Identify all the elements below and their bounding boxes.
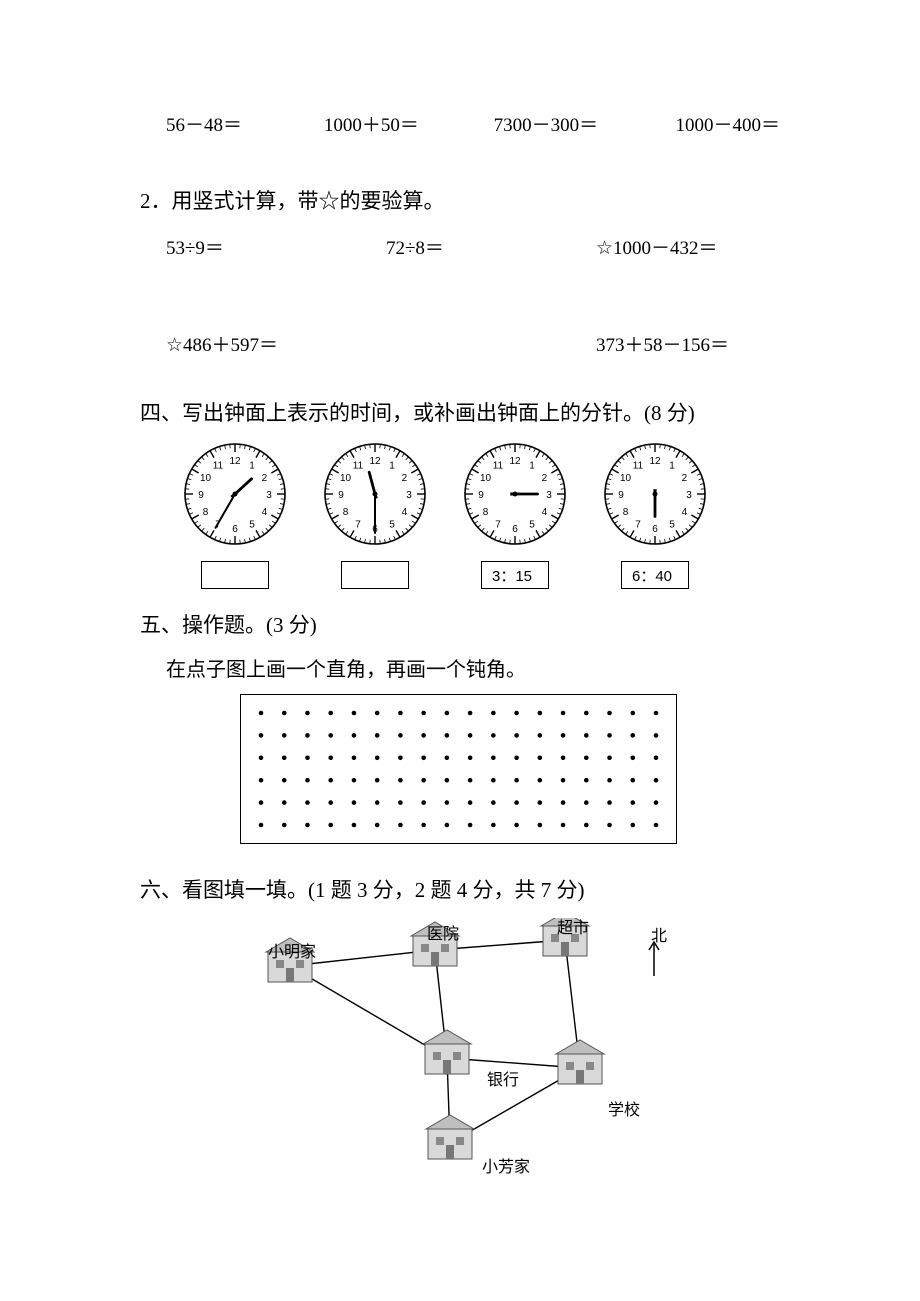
mental-math-row: 56－48＝ 1000＋50＝ 7300－300＝ 1000－400＝ bbox=[140, 110, 780, 137]
section-6-title: 六、看图填一填。(1 题 3 分，2 题 4 分，共 7 分) bbox=[140, 874, 780, 904]
svg-text:7: 7 bbox=[355, 519, 361, 530]
svg-text:3: 3 bbox=[406, 490, 412, 501]
dot-grid-svg bbox=[241, 695, 676, 843]
svg-text:11: 11 bbox=[213, 461, 224, 472]
svg-text:1: 1 bbox=[669, 461, 675, 472]
svg-text:9: 9 bbox=[618, 490, 624, 501]
svg-text:9: 9 bbox=[338, 490, 344, 501]
svg-text:4: 4 bbox=[262, 507, 268, 518]
section-4-title: 四、写出钟面上表示的时间，或补画出钟面上的分针。(8 分) bbox=[140, 397, 780, 427]
svg-text:2: 2 bbox=[402, 473, 408, 484]
svg-text:2: 2 bbox=[682, 473, 688, 484]
svg-text:12: 12 bbox=[369, 456, 381, 467]
clock-face-icon: 123456789101112 bbox=[462, 441, 568, 547]
svg-text:5: 5 bbox=[249, 519, 255, 530]
svg-text:11: 11 bbox=[493, 461, 504, 472]
svg-text:5: 5 bbox=[389, 519, 395, 530]
section-5-title: 五、操作题。(3 分) bbox=[140, 609, 780, 639]
svg-text:3: 3 bbox=[546, 490, 552, 501]
svg-text:10: 10 bbox=[480, 473, 492, 484]
clocks-row: 1234567891011121234567891011121234567891… bbox=[140, 441, 780, 589]
svg-text:5: 5 bbox=[529, 519, 535, 530]
q2-title: 2．用竖式计算，带☆的要验算。 bbox=[140, 185, 780, 215]
svg-text:8: 8 bbox=[623, 507, 629, 518]
svg-text:1: 1 bbox=[529, 461, 535, 472]
svg-text:1: 1 bbox=[389, 461, 395, 472]
eq: 53÷9＝ bbox=[166, 233, 386, 260]
clock-4: 1234567891011126：40 bbox=[602, 441, 708, 589]
clock-answer-box[interactable] bbox=[341, 561, 409, 589]
svg-text:4: 4 bbox=[542, 507, 548, 518]
svg-text:9: 9 bbox=[478, 490, 484, 501]
svg-text:8: 8 bbox=[343, 507, 349, 518]
clock-2: 123456789101112 bbox=[322, 441, 428, 589]
map-label-cs: 超市 bbox=[557, 914, 589, 938]
eq: 1000－400＝ bbox=[675, 110, 780, 137]
svg-text:6: 6 bbox=[652, 524, 658, 535]
page: 56－48＝ 1000＋50＝ 7300－300＝ 1000－400＝ 2．用竖… bbox=[0, 0, 920, 1301]
svg-text:5: 5 bbox=[669, 519, 675, 530]
svg-text:12: 12 bbox=[649, 456, 661, 467]
svg-text:9: 9 bbox=[198, 490, 204, 501]
clock-face-icon: 123456789101112 bbox=[182, 441, 288, 547]
clock-1: 123456789101112 bbox=[182, 441, 288, 589]
dot-grid bbox=[240, 694, 677, 844]
eq: ☆486＋597＝ bbox=[166, 330, 596, 357]
clock-face-icon: 123456789101112 bbox=[322, 441, 428, 547]
vertical-calc-row-b: ☆486＋597＝ 373＋58－156＝ bbox=[140, 330, 780, 357]
svg-text:6: 6 bbox=[232, 524, 238, 535]
eq: 56－48＝ bbox=[166, 110, 324, 137]
svg-text:3: 3 bbox=[266, 490, 272, 501]
eq: 7300－300＝ bbox=[494, 110, 676, 137]
svg-text:1: 1 bbox=[249, 461, 255, 472]
svg-text:8: 8 bbox=[203, 507, 209, 518]
map-label-yh: 银行 bbox=[487, 1066, 519, 1090]
svg-text:4: 4 bbox=[682, 507, 688, 518]
map-label-yy: 医院 bbox=[427, 920, 459, 944]
svg-text:10: 10 bbox=[340, 473, 352, 484]
svg-text:12: 12 bbox=[229, 456, 241, 467]
section-5-instr: 在点子图上画一个直角，再画一个钝角。 bbox=[140, 653, 780, 682]
svg-text:8: 8 bbox=[483, 507, 489, 518]
vertical-calc-row-a: 53÷9＝ 72÷8＝ ☆1000－432＝ bbox=[140, 233, 780, 260]
map-label-xx: 学校 bbox=[608, 1096, 640, 1120]
clock-answer-box[interactable]: 3：15 bbox=[481, 561, 549, 589]
map-wrap: 北 bbox=[140, 918, 780, 1178]
clock-answer-box[interactable]: 6：40 bbox=[621, 561, 689, 589]
eq: 72÷8＝ bbox=[386, 233, 596, 260]
clock-answer-box[interactable] bbox=[201, 561, 269, 589]
clock-face-icon: 123456789101112 bbox=[602, 441, 708, 547]
svg-text:11: 11 bbox=[353, 461, 364, 472]
svg-text:10: 10 bbox=[620, 473, 632, 484]
svg-text:7: 7 bbox=[495, 519, 501, 530]
svg-text:11: 11 bbox=[633, 461, 644, 472]
svg-text:12: 12 bbox=[509, 456, 521, 467]
svg-text:2: 2 bbox=[542, 473, 548, 484]
map-label-xm: 小明家 bbox=[268, 938, 316, 962]
svg-text:10: 10 bbox=[200, 473, 212, 484]
eq: 1000＋50＝ bbox=[324, 110, 494, 137]
svg-text:7: 7 bbox=[635, 519, 641, 530]
svg-text:6: 6 bbox=[512, 524, 518, 535]
svg-text:4: 4 bbox=[402, 507, 408, 518]
map: 北 bbox=[245, 918, 675, 1178]
clock-3: 1234567891011123：15 bbox=[462, 441, 568, 589]
map-label-xf: 小芳家 bbox=[482, 1153, 530, 1177]
svg-text:3: 3 bbox=[686, 490, 692, 501]
eq: 373＋58－156＝ bbox=[596, 330, 729, 357]
svg-text:2: 2 bbox=[262, 473, 268, 484]
eq: ☆1000－432＝ bbox=[596, 233, 718, 260]
